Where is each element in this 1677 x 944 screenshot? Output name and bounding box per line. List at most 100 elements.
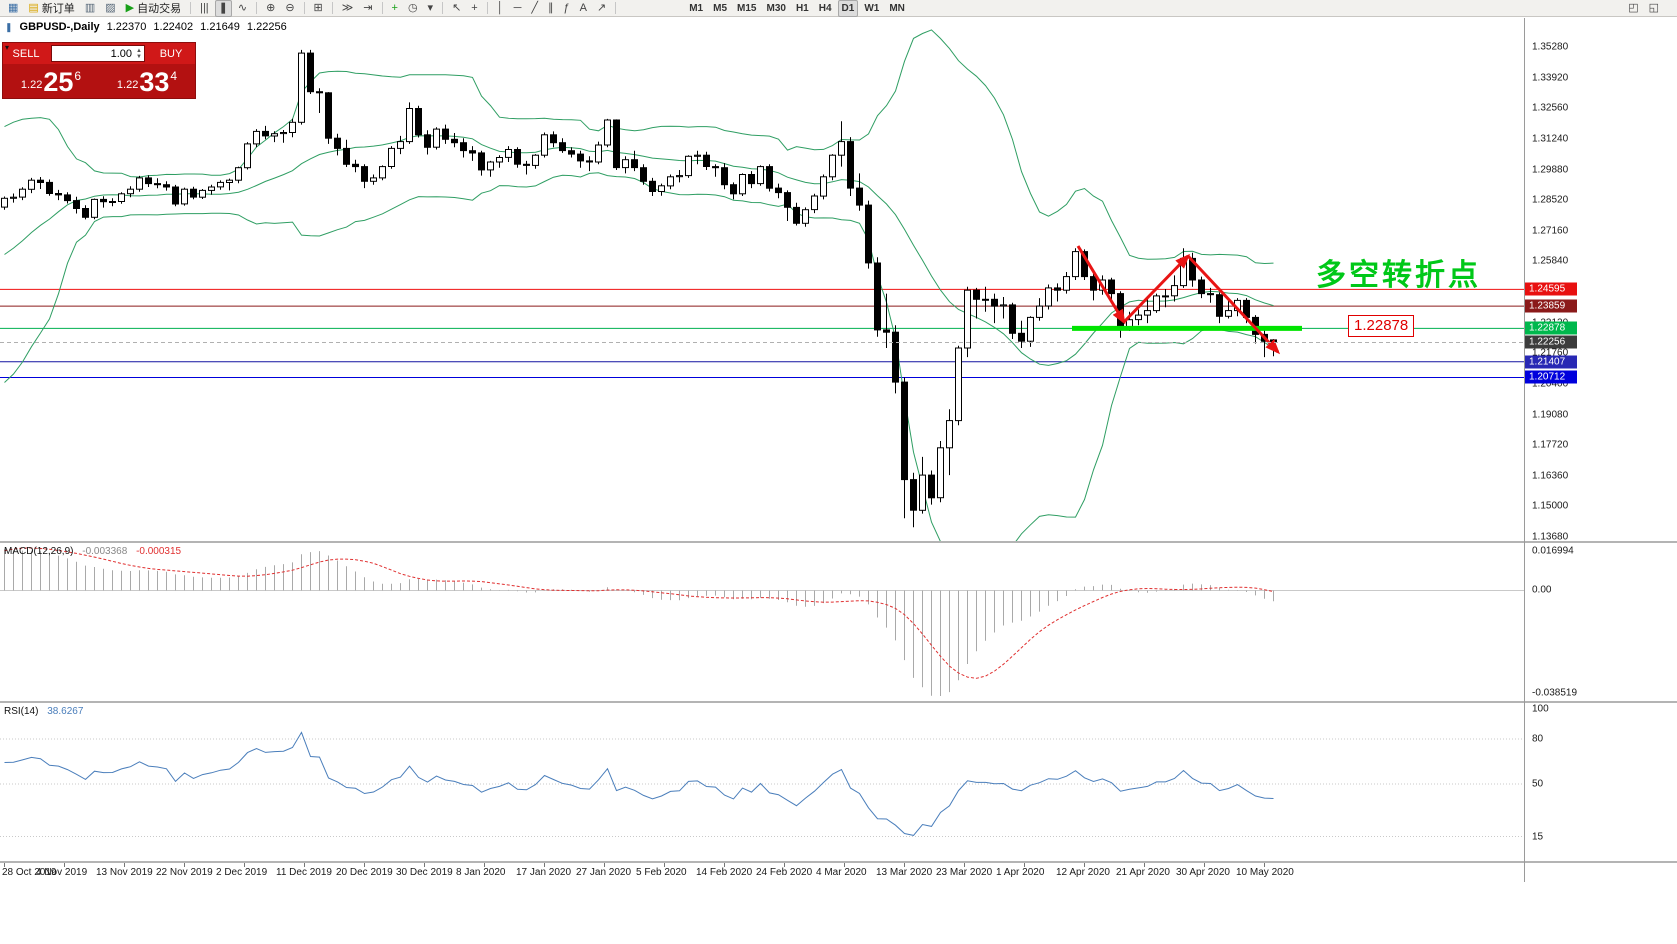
vertical-line-tool[interactable]: │ — [493, 0, 508, 17]
timeframe-m1[interactable]: M1 — [685, 0, 707, 17]
arrows-tool[interactable]: ↗ — [593, 0, 610, 17]
text-tool[interactable]: A — [576, 0, 591, 17]
panel-splitter[interactable] — [0, 861, 1677, 863]
indicators-list[interactable]: + — [388, 0, 402, 17]
timeframe-mn[interactable]: MN — [885, 0, 909, 17]
data-window[interactable]: ▨ — [101, 0, 119, 17]
candlestick-type[interactable]: ❚ — [214, 0, 232, 17]
support-price-label: 1.22878 — [1348, 315, 1415, 337]
time-tick — [904, 863, 905, 867]
channel-tool[interactable]: ∥ — [544, 0, 558, 17]
bar-chart-type-icon: ||| — [200, 2, 209, 14]
chart-shift[interactable]: ⇥ — [359, 0, 376, 17]
bollinger-bands[interactable] — [4, 29, 1274, 541]
buy-price-big: 33 — [139, 67, 170, 97]
panel-splitter[interactable] — [0, 701, 1677, 703]
toolbar-separator — [256, 2, 258, 14]
date-label: 11 Dec 2019 — [276, 867, 332, 878]
trendline-tool[interactable]: ╱ — [527, 0, 542, 17]
fibonacci-tool[interactable]: ƒ — [560, 0, 574, 17]
toolbar-separator — [190, 2, 192, 14]
date-label: 12 Apr 2020 — [1056, 867, 1110, 878]
rsi-axis[interactable]: 100 80 50 15 — [1525, 703, 1677, 861]
timeframe-m5-label: M5 — [713, 2, 728, 14]
ohlc-close: 1.22256 — [246, 21, 287, 33]
price-axis[interactable]: 1.35280 1.33920 1.32560 1.31240 1.29880 1.285… — [1525, 18, 1677, 543]
horizontal-lines[interactable] — [0, 288, 1524, 378]
toolbar-group: ◰ ◱ — [1623, 0, 1664, 17]
trend-arrows[interactable] — [1076, 245, 1281, 355]
timeframe-d1[interactable]: D1 — [837, 0, 859, 17]
price-tag: 1.20712 — [1525, 370, 1577, 384]
price-axis-label: 1.29880 — [1532, 164, 1569, 175]
macd-panel[interactable] — [0, 543, 1524, 701]
timeframe-h4[interactable]: H4 — [815, 0, 836, 17]
volume-down-button[interactable]: ▼ — [136, 53, 142, 60]
window-list[interactable]: ◱ — [1645, 0, 1663, 17]
templates[interactable]: ▾ — [424, 0, 438, 17]
time-tick — [184, 863, 185, 867]
zoom-in-icon: ⊕ — [266, 2, 276, 14]
sell-button-label[interactable]: SELL — [12, 47, 40, 60]
new-window[interactable]: ◰ — [1624, 0, 1642, 17]
rsi-label: RSI(14) 38.6267 — [4, 706, 83, 717]
macd-signal-line — [4, 547, 1274, 679]
price-axis-label: 1.35280 — [1532, 41, 1569, 53]
sell-button[interactable]: 1.22 25 6 — [3, 64, 99, 98]
buy-button-label[interactable]: BUY — [159, 47, 183, 60]
crosshair-tool[interactable]: + — [467, 0, 481, 17]
time-tick — [964, 863, 965, 867]
rsi-panel[interactable] — [0, 703, 1524, 861]
bar-chart-type[interactable]: ||| — [196, 0, 213, 17]
time-axis[interactable]: 28 Oct 2019 4 Nov 2019 13 Nov 2019 22 Nov 2… — [0, 863, 1677, 882]
new-chart[interactable]: ▦ — [4, 0, 22, 17]
toolbar-separator — [303, 2, 305, 14]
line-chart-type[interactable]: ∿ — [234, 0, 251, 17]
timeframe-w1[interactable]: W1 — [860, 0, 883, 17]
candles[interactable] — [1, 49, 1277, 528]
toolbar-separator — [381, 2, 383, 14]
macd-axis[interactable]: 0.016994 0.00 -0.038519 — [1525, 543, 1677, 701]
timeframe-m15[interactable]: M15 — [733, 0, 760, 17]
periods[interactable]: ◷ — [404, 0, 422, 17]
timeframe-m15-label: M15 — [737, 2, 757, 14]
candlestick-type-icon: ❚ — [218, 2, 228, 14]
time-tick — [4, 863, 5, 867]
new-order-button[interactable]: ▤ 新订单 — [24, 0, 78, 17]
zoom-in[interactable]: ⊕ — [262, 0, 279, 17]
macd-histogram — [4, 548, 1274, 696]
timeframe-m5[interactable]: M5 — [709, 0, 731, 17]
market-watch[interactable]: ▥ — [81, 0, 99, 17]
auto-trading-button[interactable]: ▶ 自动交易 — [122, 0, 185, 17]
macd-label: MACD(12,26,9) -0.003368 -0.000315 — [4, 546, 181, 557]
timeframe-d1-label: D1 — [841, 2, 855, 14]
timeframe-h1[interactable]: H1 — [792, 0, 813, 17]
date-label: 30 Dec 2019 — [396, 867, 453, 878]
panel-splitter[interactable] — [0, 541, 1677, 543]
time-tick — [1204, 863, 1205, 867]
zoom-out[interactable]: ⊖ — [281, 0, 298, 17]
auto-trading-button-label: 自动交易 — [137, 3, 182, 15]
toolbar-group: ▦ ▤ 新订单 ▥ ▨ ▶ 自动交易 — [3, 0, 186, 17]
sell-price-big: 25 — [43, 67, 74, 97]
buy-button[interactable]: 1.22 33 4 — [99, 64, 195, 98]
date-label: 17 Jan 2020 — [516, 867, 572, 878]
volume-value[interactable]: 1.00 — [110, 47, 133, 60]
date-label: 13 Mar 2020 — [876, 867, 933, 878]
date-label: 21 Apr 2020 — [1116, 867, 1170, 878]
horizontal-line-tool[interactable]: ─ — [510, 0, 526, 17]
tile-windows[interactable]: ⊞ — [310, 0, 327, 17]
timeframe-m30[interactable]: M30 — [762, 0, 789, 17]
toolbar: ▦ ▤ 新订单 ▥ ▨ ▶ 自动交易 ||| ❚ ∿ ⊕ ⊖ ⊞ ≫ ⇥ + ◷ ▾ ↖ + │ ─ ╱ ∥ ƒ A ↗ M1 M5 M1… — [0, 0, 1677, 17]
one-click-collapse-arrow[interactable]: ▾ — [5, 43, 10, 52]
volume-input[interactable]: 1.00 ▲ ▼ — [51, 45, 145, 62]
new-chart-icon: ▦ — [8, 2, 19, 14]
volume-up-button[interactable]: ▲ — [136, 47, 142, 54]
cursor-tool[interactable]: ↖ — [448, 0, 465, 17]
window-list-icon: ◱ — [1648, 2, 1659, 14]
auto-scroll[interactable]: ≫ — [338, 0, 358, 17]
time-tick — [484, 863, 485, 867]
main-chart[interactable] — [0, 18, 1524, 541]
rsi-line — [4, 731, 1274, 836]
market-watch-icon: ▥ — [84, 2, 96, 14]
